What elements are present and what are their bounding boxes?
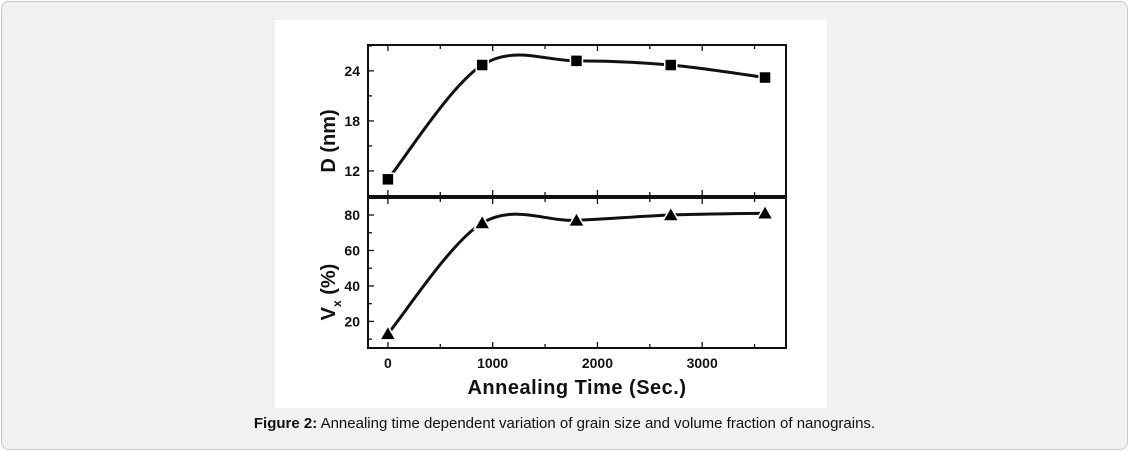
series-line — [386, 211, 767, 336]
data-point-triangle — [472, 213, 492, 230]
y-tick-label: 20 — [344, 313, 360, 329]
data-point-triangle — [567, 210, 586, 228]
caption-text: Annealing time dependent variation of gr… — [317, 415, 876, 432]
panel-volume-fraction: 0 1000 2000 3000 20 40 60 80 — [344, 197, 787, 371]
data-point-triangle — [378, 324, 398, 341]
panel-grain-size: 12 18 24 — [344, 44, 787, 197]
data-point-square — [381, 172, 395, 187]
x-axis-label: Annealing Time (Sec.) — [467, 377, 686, 399]
plot-frame — [367, 197, 787, 349]
data-point-square — [664, 58, 678, 72]
data-point-triangle — [755, 203, 775, 220]
x-tick-label: 3000 — [687, 355, 718, 371]
caption-label: Figure 2: — [253, 415, 318, 432]
x-tick-label: 0 — [384, 355, 392, 371]
x-tick-label: 1000 — [477, 355, 508, 371]
y-tick-label: 40 — [344, 278, 360, 294]
y-tick-label: 18 — [344, 113, 360, 129]
y-tick-label: 60 — [344, 242, 360, 258]
top-y-axis-label: D (nm) — [318, 109, 340, 172]
x-tick-label: 2000 — [582, 355, 613, 371]
chart: 12 18 24 0 1000 2000 3000 20 40 60 80 D (nm) Vx (… — [318, 44, 787, 399]
data-point-square — [569, 54, 584, 68]
svg-text:Vx (%): Vx (%) — [318, 264, 344, 321]
y-tick-label: 12 — [344, 163, 360, 179]
data-point-square — [758, 70, 772, 85]
series-line — [386, 53, 767, 181]
bottom-y-axis-label: Vx (%) — [318, 264, 344, 321]
y-tick-label: 80 — [344, 207, 360, 223]
data-point-triangle — [661, 205, 681, 222]
figure-image: 12 18 24 0 1000 2000 3000 20 40 60 80 D (nm) Vx (… — [275, 20, 827, 408]
figure-caption: Figure 2: Annealing time dependent varia… — [0, 415, 1129, 432]
data-point-square — [475, 58, 489, 72]
y-tick-label: 24 — [344, 63, 360, 79]
